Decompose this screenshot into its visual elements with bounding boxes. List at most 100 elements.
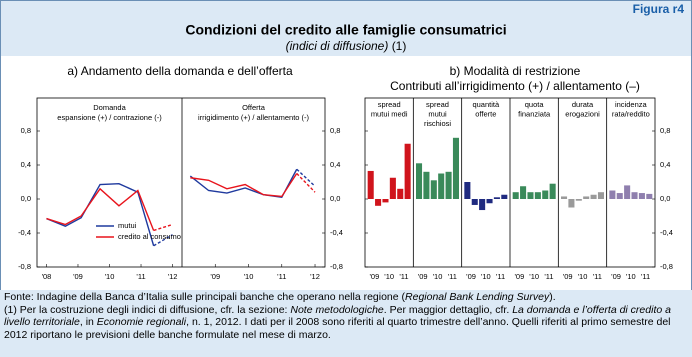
y-tick-label: -0,4 bbox=[18, 228, 31, 237]
x-tick-label: '11 bbox=[136, 272, 145, 281]
x-tick-label: '11 bbox=[277, 272, 286, 281]
x-tick-label: '09 bbox=[514, 272, 524, 281]
panel-title: durata bbox=[572, 100, 594, 109]
bar bbox=[367, 170, 374, 199]
y-tick-label: 0,8 bbox=[330, 126, 340, 135]
forecast-line bbox=[296, 173, 316, 193]
bar bbox=[624, 185, 631, 199]
x-tick-label: '09 bbox=[611, 272, 621, 281]
bar bbox=[583, 196, 590, 199]
forecast-line bbox=[153, 234, 173, 247]
panel-title: erogazioni bbox=[565, 109, 600, 118]
x-tick-label: '10 bbox=[578, 272, 588, 281]
bar bbox=[631, 192, 638, 199]
x-tick-label: '11 bbox=[593, 272, 602, 281]
bar bbox=[445, 171, 452, 199]
bar bbox=[479, 199, 486, 211]
x-tick-label: '09 bbox=[466, 272, 476, 281]
bar bbox=[464, 182, 471, 199]
bar bbox=[646, 193, 653, 199]
y-tick-label: 0,8 bbox=[21, 126, 31, 135]
panel-title: incidenza bbox=[615, 100, 648, 109]
y-tick-label: 0,0 bbox=[660, 194, 670, 203]
subtitle-note: (1) bbox=[392, 39, 407, 53]
figure-title: Condizioni del credito alle famiglie con… bbox=[185, 22, 506, 38]
panel-title: spread bbox=[426, 100, 449, 109]
bar bbox=[397, 188, 404, 199]
panel-title: mutui medi bbox=[371, 109, 408, 118]
y-tick-label: 0,4 bbox=[21, 160, 31, 169]
legend-label: mutui bbox=[118, 221, 137, 230]
bar bbox=[549, 183, 556, 199]
bar bbox=[486, 199, 493, 204]
x-tick-label: '11 bbox=[544, 272, 553, 281]
bar bbox=[638, 193, 645, 199]
note-text: ). bbox=[549, 291, 556, 303]
x-tick-label: '10 bbox=[105, 272, 115, 281]
y-tick-label: -0,4 bbox=[660, 228, 673, 237]
note-text: La domanda e l’offerta di credito a live… bbox=[4, 303, 671, 329]
note-text: Note metodologiche bbox=[290, 303, 384, 316]
bar bbox=[501, 194, 508, 199]
x-tick-label: '08 bbox=[42, 272, 52, 281]
bar bbox=[415, 163, 423, 199]
panel-title: offerte bbox=[475, 109, 496, 118]
x-tick-label: '09 bbox=[369, 272, 379, 281]
bar bbox=[375, 199, 382, 206]
series-line bbox=[190, 173, 298, 198]
y-tick-label: 0,4 bbox=[660, 160, 670, 169]
subtitle-text: (indici di diffusione) bbox=[286, 39, 389, 53]
panel-title: quota bbox=[525, 100, 545, 109]
panel-title: finanziata bbox=[518, 109, 551, 118]
y-tick-label: 0,4 bbox=[330, 160, 340, 169]
bar bbox=[404, 143, 411, 199]
bar bbox=[512, 192, 519, 199]
note-text: , n. 1, 2012. I dati per il 2008 sono ri… bbox=[4, 316, 671, 341]
bar bbox=[616, 193, 623, 199]
note-text: (1) Per la costruzione degli indici di d… bbox=[4, 303, 291, 316]
note-text: Economie regionali bbox=[96, 316, 187, 328]
bar bbox=[575, 199, 582, 201]
bar bbox=[423, 171, 430, 199]
x-tick-label: '11 bbox=[399, 272, 408, 281]
bar bbox=[520, 186, 527, 199]
x-tick-label: '12 bbox=[310, 272, 320, 281]
x-tick-label: '10 bbox=[433, 272, 443, 281]
forecast-line bbox=[153, 223, 173, 232]
panel-title: spread bbox=[378, 100, 401, 109]
y-tick-label: 0,0 bbox=[21, 194, 31, 203]
bar bbox=[609, 190, 616, 199]
bar bbox=[534, 192, 541, 199]
y-tick-label: 0,0 bbox=[330, 194, 340, 203]
bar bbox=[560, 196, 568, 199]
x-tick-label: '09 bbox=[210, 272, 220, 281]
chart-title: b) Modalità di restrizione bbox=[450, 64, 581, 78]
bar bbox=[452, 137, 460, 199]
x-tick-label: '10 bbox=[529, 272, 539, 281]
bar bbox=[471, 199, 478, 205]
x-tick-label: '10 bbox=[626, 272, 636, 281]
series-line bbox=[189, 168, 298, 199]
x-tick-label: '11 bbox=[641, 272, 650, 281]
figure-subtitle: (indici di diffusione) (1) bbox=[286, 39, 407, 53]
panel-title: mutui bbox=[428, 109, 447, 118]
x-tick-label: '09 bbox=[563, 272, 573, 281]
x-tick-label: '12 bbox=[168, 272, 178, 281]
forecast-line bbox=[296, 168, 316, 187]
bar bbox=[438, 173, 445, 199]
chart-title: a) Andamento della domanda e dell’offert… bbox=[67, 64, 293, 78]
legend-label: credito al consumo bbox=[118, 232, 181, 241]
panel-title: Domanda bbox=[93, 103, 126, 112]
plot-frame bbox=[36, 97, 326, 268]
panel-subtitle: irrigidimento (+) / allentamento (-) bbox=[198, 113, 310, 122]
note-text: Fonte: Indagine della Banca d’Italia sul… bbox=[4, 291, 406, 303]
series-line bbox=[46, 187, 155, 231]
x-tick-label: '09 bbox=[73, 272, 83, 281]
y-tick-label: 0,8 bbox=[660, 126, 670, 135]
panel-subtitle: espansione (+) / contrazione (-) bbox=[57, 113, 162, 122]
x-tick-label: '11 bbox=[448, 272, 457, 281]
bar bbox=[430, 180, 437, 199]
y-tick-label: -0,8 bbox=[330, 262, 343, 271]
